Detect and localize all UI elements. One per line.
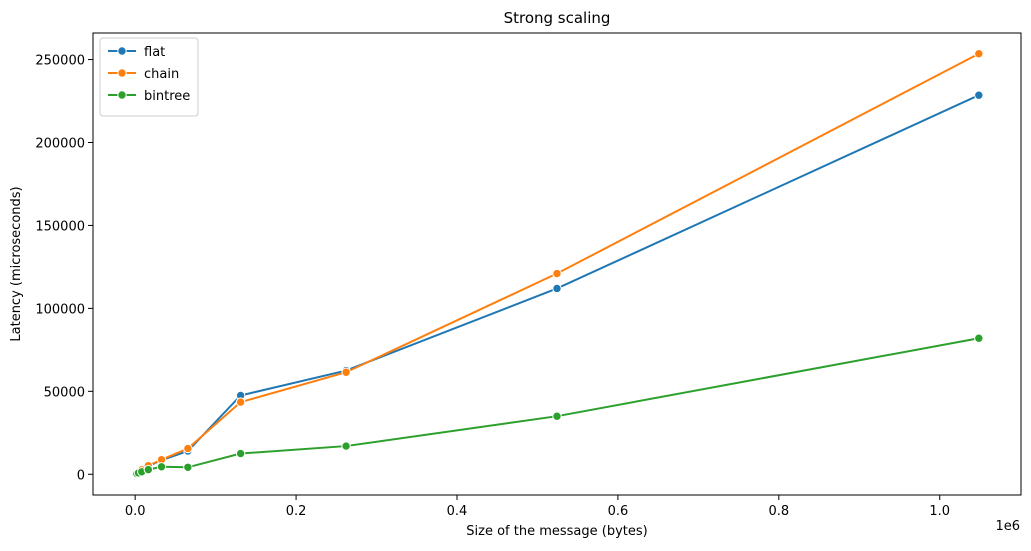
x-axis-label: Size of the message (bytes)	[466, 524, 647, 539]
x-tick-label: 1.0	[929, 504, 950, 519]
plot-frame	[92, 32, 1022, 496]
legend-item-flat: flat	[108, 45, 165, 60]
x-tick-label: 0.0	[125, 504, 146, 519]
data-point-bintree	[974, 333, 984, 343]
data-point-flat	[974, 90, 984, 100]
series-line-bintree	[135, 337, 980, 475]
legend-marker	[117, 90, 127, 100]
data-point-bintree	[235, 448, 246, 459]
data-point-bintree	[552, 411, 562, 421]
plot-area	[92, 32, 1022, 496]
legend: flat chain bintree	[99, 37, 199, 117]
legend-item-chain: chain	[108, 67, 179, 82]
data-point-bintree	[143, 464, 154, 475]
y-tick-label: 100000	[35, 302, 85, 317]
data-point-chain	[235, 397, 246, 407]
data-point-bintree	[156, 462, 167, 472]
legend-label: chain	[144, 67, 179, 82]
x-axis: 0.0 0.2 0.4 0.6 0.8 1.0	[125, 495, 950, 519]
x-tick-label: 0.6	[608, 504, 629, 519]
y-tick-label: 250000	[35, 54, 85, 69]
x-axis-offset-label: 1e6	[995, 519, 1020, 534]
legend-marker	[117, 68, 127, 78]
y-axis-label: Latency (microseconds)	[9, 186, 24, 341]
legend-marker	[117, 46, 127, 56]
x-tick-label: 0.4	[447, 504, 468, 519]
data-point-bintree	[341, 441, 351, 451]
y-tick-label: 200000	[35, 136, 85, 151]
y-tick-label: 50000	[44, 385, 85, 400]
y-axis: 0 50000 100000 150000 200000 250000	[35, 54, 93, 483]
y-tick-label: 0	[77, 468, 85, 483]
legend-item-bintree: bintree	[108, 89, 190, 104]
data-point-chain	[552, 268, 562, 279]
y-tick-label: 150000	[35, 219, 85, 234]
data-point-chain	[974, 49, 984, 59]
legend-label: bintree	[144, 89, 190, 104]
chart-title: Strong scaling	[504, 9, 611, 27]
data-point-bintree	[183, 462, 193, 472]
x-tick-label: 0.8	[768, 504, 789, 519]
series-line-chain	[135, 52, 980, 475]
x-tick-label: 0.2	[286, 504, 307, 519]
series-bintree	[131, 333, 984, 479]
legend-label: flat	[144, 45, 165, 60]
data-point-flat	[552, 283, 562, 294]
data-point-chain	[183, 443, 193, 454]
data-point-chain	[341, 367, 351, 377]
